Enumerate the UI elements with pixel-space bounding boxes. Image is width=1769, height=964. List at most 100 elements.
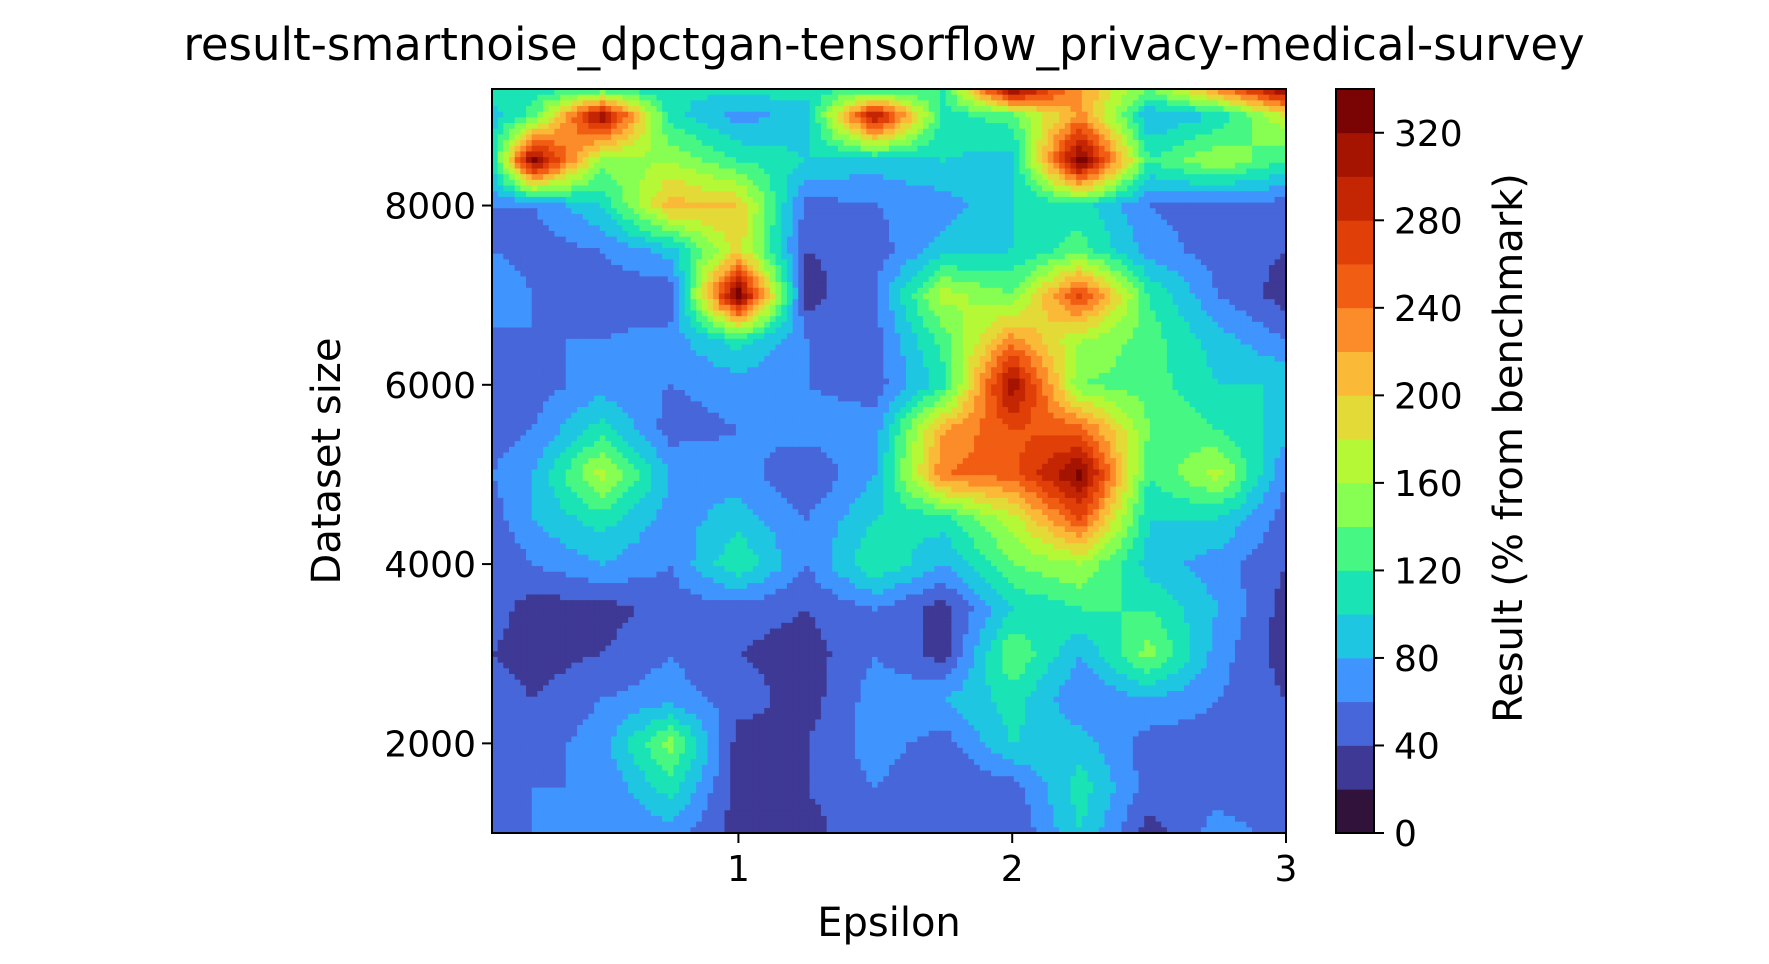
contour-cell	[616, 94, 624, 101]
contour-cell	[1025, 248, 1032, 255]
contour-cell	[1195, 259, 1202, 266]
contour-cell	[798, 259, 805, 266]
contour-cell	[690, 134, 697, 141]
contour-cell	[639, 128, 646, 136]
contour-cell	[1223, 151, 1230, 158]
contour-cell	[718, 287, 726, 295]
contour-cell	[820, 174, 828, 181]
contour-cell	[1121, 117, 1128, 124]
contour-cell	[928, 128, 935, 136]
contour-cell	[514, 106, 521, 113]
contour-cell	[724, 128, 731, 136]
contour-cell	[633, 94, 641, 101]
contour-cell	[934, 248, 941, 255]
contour-cell	[1053, 89, 1060, 96]
contour-cell	[1036, 202, 1043, 209]
contour-cell	[554, 179, 561, 187]
contour-cell	[1070, 111, 1077, 118]
contour-cell	[633, 157, 641, 164]
contour-cell	[605, 282, 612, 289]
contour-cell	[1064, 253, 1072, 260]
contour-cell	[1132, 179, 1140, 187]
contour-cell	[1178, 191, 1185, 198]
contour-cell	[1246, 185, 1253, 192]
contour-cell	[1104, 157, 1111, 164]
contour-cell	[503, 276, 510, 283]
contour-cell	[1223, 174, 1230, 181]
contour-cell	[1172, 219, 1179, 226]
contour-cell	[735, 230, 743, 238]
contour-cell	[1115, 230, 1123, 238]
contour-cell	[1013, 202, 1021, 209]
contour-cell	[786, 208, 794, 215]
contour-cell	[730, 230, 737, 238]
contour-cell	[866, 134, 873, 141]
contour-cell	[1081, 151, 1089, 158]
contour-cell	[611, 196, 618, 204]
contour-cell	[781, 202, 788, 209]
contour-cell	[1047, 140, 1055, 147]
contour-cell	[1189, 106, 1196, 113]
contour-cell	[543, 157, 550, 164]
contour-cell	[894, 202, 901, 209]
contour-cell	[497, 196, 504, 204]
contour-cell	[684, 106, 692, 113]
contour-cell	[889, 174, 896, 181]
contour-cell	[900, 117, 907, 124]
contour-cell	[509, 282, 516, 289]
contour-cell	[837, 282, 845, 289]
contour-cell	[565, 151, 572, 158]
contour-cell	[1240, 140, 1247, 147]
contour-cell	[520, 128, 527, 136]
contour-cell	[571, 128, 578, 136]
contour-cell	[741, 174, 748, 181]
contour-cell	[775, 219, 782, 226]
contour-cell	[741, 287, 748, 295]
contour-cell	[1013, 174, 1021, 181]
contour-cell	[1115, 128, 1123, 136]
contour-cell	[1013, 123, 1021, 130]
contour-cell	[1263, 236, 1270, 243]
contour-cell	[1019, 179, 1026, 187]
contour-cell	[764, 265, 771, 272]
contour-cell	[877, 134, 884, 141]
contour-cell	[1195, 242, 1202, 249]
contour-cell	[1172, 157, 1179, 164]
contour-cell	[548, 202, 555, 209]
contour-cell	[1268, 134, 1276, 141]
contour-cell	[775, 111, 782, 118]
contour-cell	[741, 111, 748, 118]
contour-cell	[1070, 174, 1077, 181]
contour-cell	[957, 219, 964, 226]
contour-cell	[571, 276, 578, 283]
contour-cell	[673, 157, 680, 164]
contour-cell	[1189, 242, 1196, 249]
contour-cell	[1166, 140, 1174, 147]
contour-cell	[877, 219, 884, 226]
contour-cell	[1212, 117, 1219, 124]
contour-cell	[906, 287, 913, 295]
contour-cell	[1064, 248, 1072, 255]
contour-cell	[1030, 117, 1038, 124]
contour-cell	[673, 123, 680, 130]
contour-cell	[571, 106, 578, 113]
contour-cell	[923, 100, 930, 107]
contour-cell	[1200, 106, 1208, 113]
contour-cell	[1223, 123, 1230, 130]
contour-cell	[1087, 157, 1094, 164]
contour-cell	[1036, 225, 1043, 232]
contour-cell	[503, 111, 510, 118]
contour-cell	[781, 230, 788, 238]
contour-cell	[1059, 145, 1066, 153]
contour-cell	[1149, 213, 1157, 221]
contour-cell	[611, 219, 618, 226]
contour-cell	[730, 270, 737, 278]
contour-cell	[497, 265, 504, 272]
contour-cell	[815, 202, 822, 209]
contour-cell	[928, 282, 935, 289]
contour-cell	[1240, 208, 1247, 215]
contour-cell	[735, 276, 743, 283]
contour-cell	[1172, 185, 1179, 192]
contour-cell	[605, 179, 612, 187]
contour-cell	[968, 140, 975, 147]
